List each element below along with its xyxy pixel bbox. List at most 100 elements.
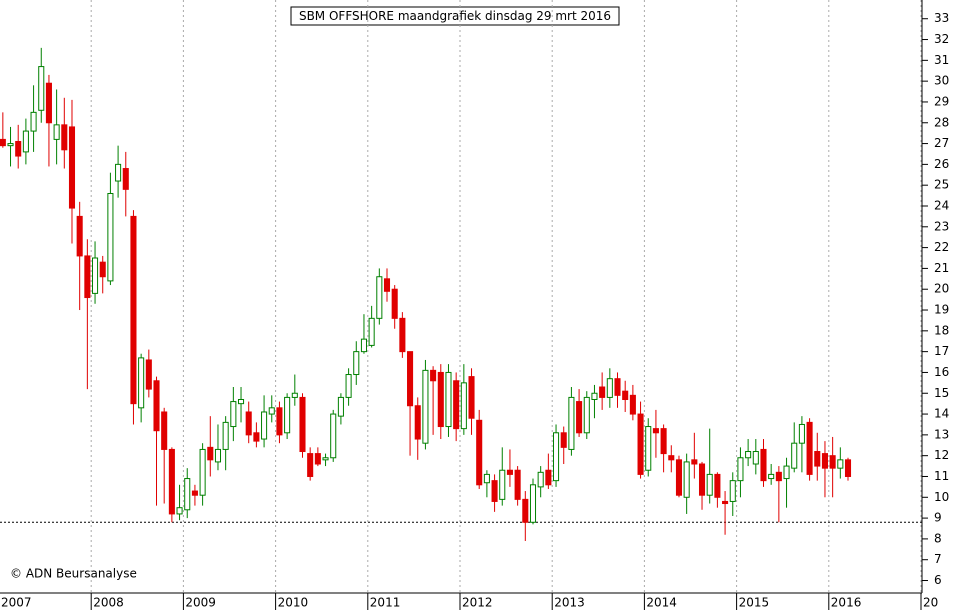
candle-body [553,432,560,482]
candle-body [61,124,68,151]
candle-body [514,469,521,500]
y-tick-label: 18 [934,323,949,337]
candle-body [184,478,191,511]
title-box [290,6,620,26]
candle-body [499,469,506,500]
candle-body [0,138,6,147]
y-tick-label: 31 [934,53,949,67]
candle-body [145,359,152,390]
candle-body [253,432,260,442]
candle-body [337,396,344,417]
candle-body [345,374,352,398]
candle-body [506,469,513,475]
y-tick-label: 6 [934,573,942,587]
candle-body [460,382,467,430]
y-tick-label: 26 [934,157,949,171]
candle-body [76,215,83,257]
candle-body [614,378,621,396]
candle-body [368,317,375,346]
candle-body [821,453,828,469]
candle-body [545,469,552,486]
candle-body [668,455,675,461]
candle-body [207,446,214,461]
candle-body [675,459,683,496]
candle-body [407,351,414,407]
y-tick-label: 29 [934,94,949,108]
candle-body [729,480,736,502]
candle-body [591,392,598,400]
y-tick-label: 11 [934,469,949,483]
candle-body [245,411,252,436]
y-tick-label: 30 [934,74,949,88]
y-tick-label: 17 [934,344,949,358]
candle-body [691,459,698,465]
candle-body [414,405,421,440]
candle-body [768,473,775,480]
chart-title: SBM OFFSHORE maandgrafiek dinsdag 29 mrt… [299,9,611,23]
x-tick-label: 2010 [278,596,309,610]
y-tick-label: 13 [934,427,949,441]
candle-body [652,428,659,434]
candle-body [153,380,160,432]
y-tick-label: 19 [934,303,949,317]
y-tick-label: 22 [934,240,949,254]
candle-body [437,371,444,428]
candle-body [622,390,629,400]
x-tick-label: 2008 [93,596,124,610]
candle-body [752,451,759,465]
candle-body [360,338,367,353]
candle-body [775,471,782,482]
x-tick-label: 2016 [831,596,862,610]
candle-body [560,432,567,448]
candle-body [15,140,22,157]
x-tick-label: 20 [923,596,938,610]
y-tick-label: 10 [934,490,949,504]
candle-body [237,398,245,405]
y-tick-label: 20 [934,282,949,296]
y-tick-label: 23 [934,219,949,233]
candle-body [430,369,437,382]
candle-body [468,376,475,419]
y-tick-label: 32 [934,32,949,46]
y-tick-label: 15 [934,386,949,400]
y-tick-label: 33 [934,11,949,25]
candle-body [829,455,836,469]
y-tick-label: 21 [934,261,949,275]
y-tick-label: 27 [934,136,949,150]
candle-body [806,421,813,475]
candle-body [45,82,52,124]
candle-body [599,386,606,398]
candle-body [399,317,406,353]
candle-body [168,448,175,515]
x-tick-label: 2012 [462,596,493,610]
candle-body [92,257,99,294]
candle-body [161,411,168,450]
candle-body [760,448,767,482]
candle-body [138,357,145,409]
candle-body [276,407,283,436]
y-tick-label: 12 [934,448,949,462]
candle-body [291,392,298,398]
candle-body [568,396,575,450]
candle-body [491,480,498,502]
candle-body [314,453,321,465]
candle-body [529,484,537,523]
candle-body [722,500,729,505]
candle-body [230,401,237,428]
candle-body [814,451,821,467]
candle-body [107,193,114,282]
credit: © ADN Beursanalyse [10,567,137,581]
candle-body [353,351,360,376]
candle-body [583,396,590,434]
candle-body [30,111,37,132]
candle-body [476,419,483,486]
candle-body [99,261,106,278]
x-tick-label: 2009 [185,596,216,610]
candle-body [261,411,268,440]
candle-body [537,471,544,488]
y-tick-label: 14 [934,407,949,421]
x-tick-label: 2014 [646,596,677,610]
candle-body [629,394,636,415]
candle-body [199,448,206,496]
